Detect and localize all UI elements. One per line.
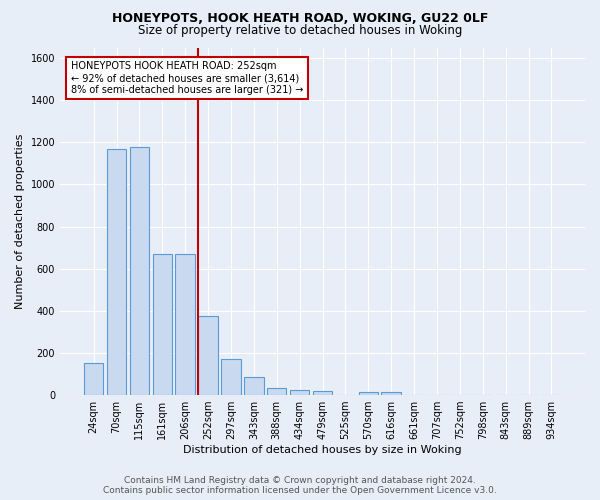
Bar [244, 376, 263, 395]
Text: HONEYPOTS HOOK HEATH ROAD: 252sqm
← 92% of detached houses are smaller (3,614)
8: HONEYPOTS HOOK HEATH ROAD: 252sqm ← 92% … [71, 62, 303, 94]
Bar [107, 148, 126, 395]
Text: Contains HM Land Registry data © Crown copyright and database right 2024.
Contai: Contains HM Land Registry data © Crown c… [103, 476, 497, 495]
Bar [382, 392, 401, 395]
Bar [267, 388, 286, 395]
Bar [130, 146, 149, 395]
Text: HONEYPOTS, HOOK HEATH ROAD, WOKING, GU22 0LF: HONEYPOTS, HOOK HEATH ROAD, WOKING, GU22… [112, 12, 488, 26]
Bar [199, 316, 218, 395]
X-axis label: Distribution of detached houses by size in Woking: Distribution of detached houses by size … [183, 445, 462, 455]
Text: Size of property relative to detached houses in Woking: Size of property relative to detached ho… [138, 24, 462, 37]
Bar [152, 254, 172, 395]
Bar [175, 254, 195, 395]
Y-axis label: Number of detached properties: Number of detached properties [15, 134, 25, 309]
Bar [84, 364, 103, 395]
Bar [290, 390, 310, 395]
Bar [221, 360, 241, 395]
Bar [359, 392, 378, 395]
Bar [313, 391, 332, 395]
